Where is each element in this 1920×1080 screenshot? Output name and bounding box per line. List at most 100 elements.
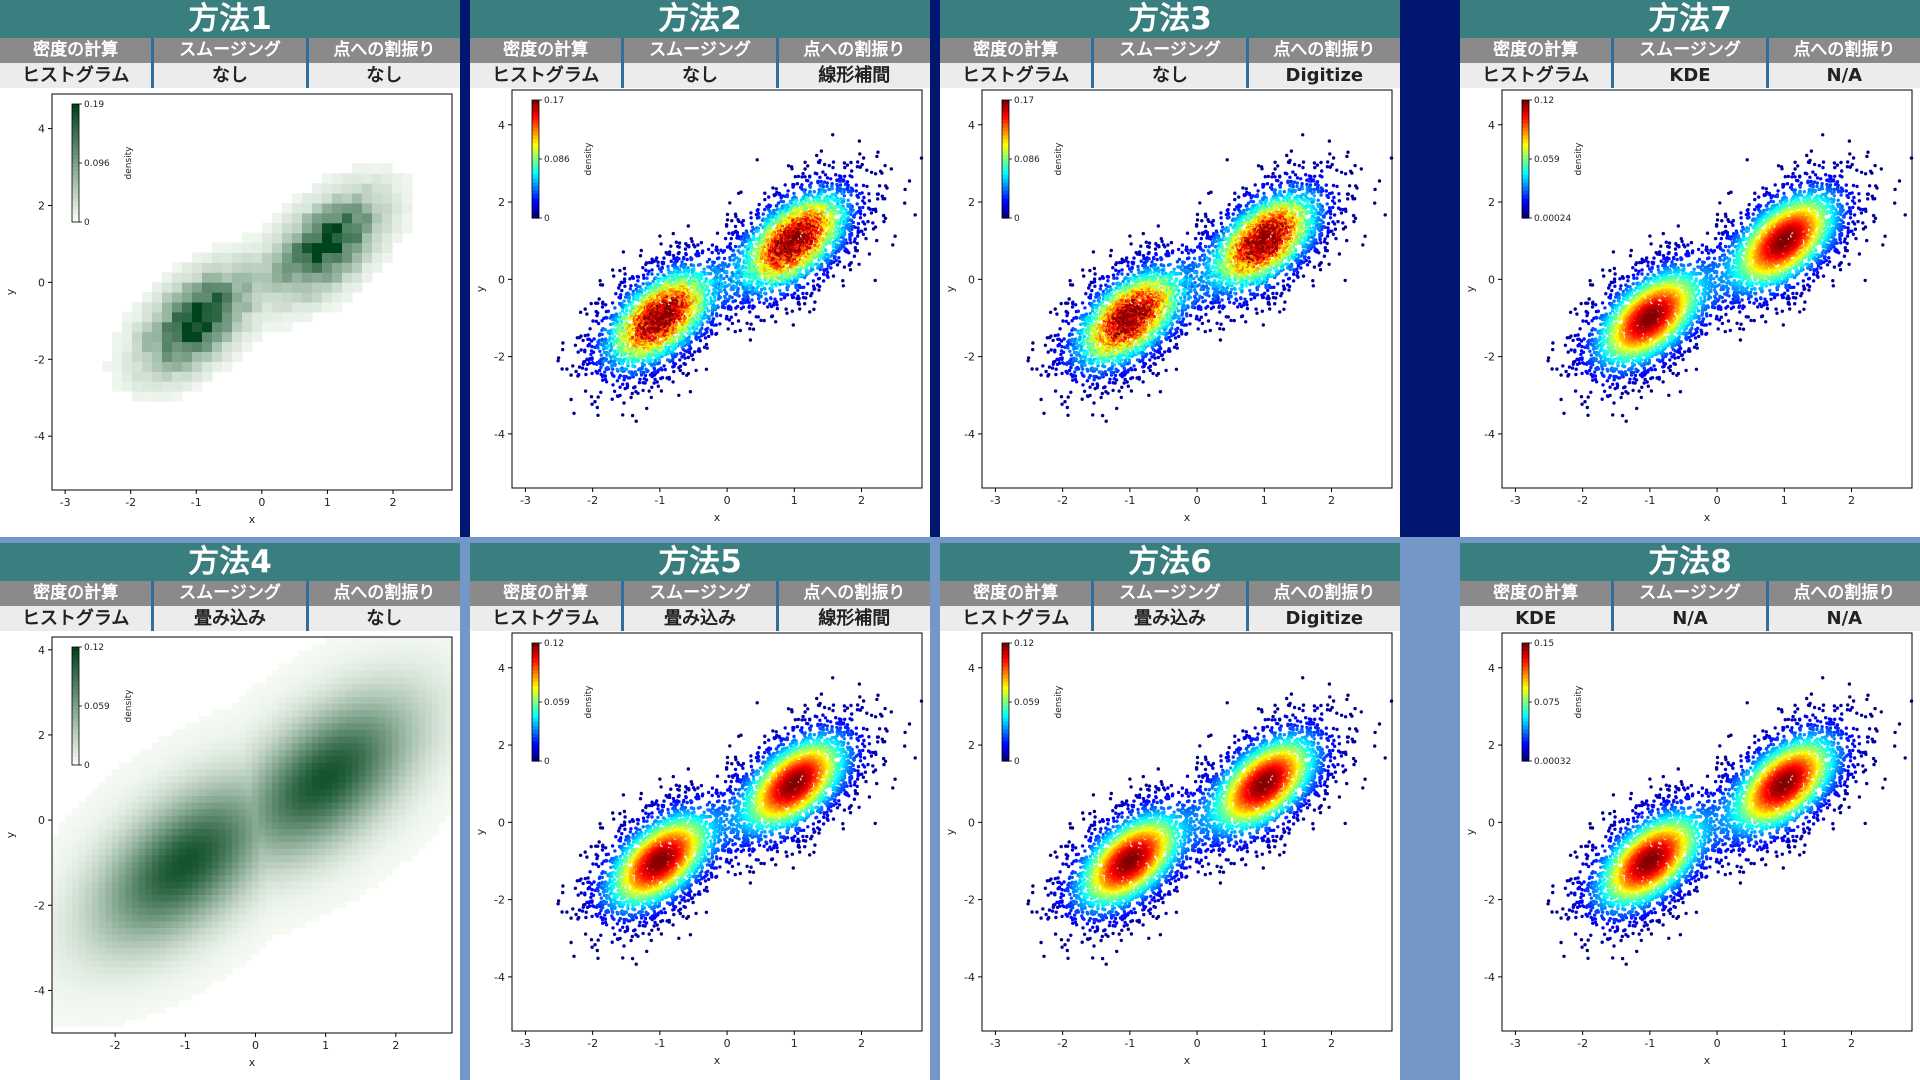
data-point (727, 283, 731, 287)
data-point (686, 371, 691, 376)
heat-cell (282, 282, 293, 293)
data-point (842, 161, 847, 165)
data-point (815, 153, 819, 158)
data-point (603, 377, 608, 382)
data-point (694, 334, 698, 339)
data-point (808, 175, 812, 179)
data-point (760, 287, 764, 292)
data-point (671, 365, 675, 369)
data-point (600, 337, 604, 341)
heat-cell (272, 262, 283, 273)
data-point (831, 249, 836, 253)
colorbar-segment (72, 123, 79, 129)
data-point (733, 244, 738, 249)
data-point (805, 291, 809, 296)
data-point (716, 297, 721, 301)
data-point (642, 377, 646, 381)
heat-cell (242, 321, 253, 333)
data-point (615, 379, 620, 383)
heat-cell (272, 272, 283, 283)
data-point (816, 283, 820, 287)
data-point (604, 357, 608, 361)
heat-cell (372, 222, 383, 234)
heat-cell (242, 282, 253, 293)
data-point (612, 274, 616, 278)
data-point (736, 279, 741, 283)
heat-cell (352, 163, 363, 174)
data-point (770, 223, 774, 228)
heat-cell (322, 232, 333, 244)
data-point (621, 342, 625, 346)
data-point (569, 373, 573, 377)
data-point (640, 361, 645, 365)
heat-cell (292, 193, 303, 204)
data-point (821, 232, 826, 236)
data-point (903, 201, 907, 205)
data-point (656, 384, 660, 388)
data-point (751, 304, 755, 308)
heat-cell (362, 193, 373, 204)
data-point (769, 296, 773, 300)
heat-cell (112, 381, 123, 392)
data-point (758, 290, 763, 295)
heat-cell (312, 202, 323, 214)
data-point (775, 303, 779, 307)
data-point (639, 293, 643, 297)
heat-cell (332, 193, 343, 204)
data-point (674, 240, 678, 244)
data-point (685, 257, 689, 262)
colorbar-tick-label: 0 (84, 218, 90, 228)
data-point (597, 338, 601, 342)
data-point (641, 358, 645, 363)
heat-cell (332, 242, 343, 253)
data-point (659, 376, 663, 381)
heat-cell (122, 381, 133, 392)
heat-cell (212, 292, 223, 303)
heat-cell (212, 311, 223, 323)
data-point (835, 211, 839, 216)
data-point (651, 353, 655, 357)
data-point (696, 305, 700, 309)
data-point (609, 355, 613, 359)
data-point (684, 252, 688, 257)
heat-cell (202, 311, 213, 323)
data-point (692, 288, 697, 292)
heat-cell (272, 301, 283, 313)
data-point (810, 291, 814, 295)
data-point (583, 389, 588, 393)
data-point (645, 406, 649, 411)
data-point (749, 252, 753, 256)
method-value-row: ヒストグラム なし 線形補間 (470, 63, 930, 88)
data-point (638, 254, 643, 258)
data-point (817, 191, 821, 195)
heat-cell (342, 282, 353, 293)
heat-cell (282, 272, 293, 283)
data-point (837, 218, 841, 222)
data-point (599, 357, 603, 361)
heat-cell (242, 252, 253, 263)
heat-cell (202, 331, 213, 343)
method-header-row: 密度の計算 スムージング 点への割振り (0, 38, 460, 63)
heat-cell (132, 311, 143, 323)
data-point (856, 160, 860, 164)
heat-cell (402, 222, 413, 234)
data-point (837, 179, 841, 183)
colorbar-segment (72, 178, 79, 184)
heat-cell (132, 391, 143, 402)
x-tick-label: 1 (324, 496, 331, 509)
data-point (820, 190, 824, 194)
data-point (617, 286, 621, 290)
heat-cell (292, 272, 303, 283)
data-point (785, 194, 789, 199)
heat-cell (382, 232, 393, 244)
data-point (708, 282, 712, 286)
data-point (614, 292, 618, 296)
data-point (858, 216, 863, 220)
data-point (596, 395, 600, 399)
heat-cell (282, 202, 293, 214)
data-point (728, 294, 732, 299)
heat-cell (352, 202, 363, 214)
data-point (749, 221, 754, 226)
heat-cell (362, 252, 373, 263)
heat-cell (392, 183, 403, 194)
